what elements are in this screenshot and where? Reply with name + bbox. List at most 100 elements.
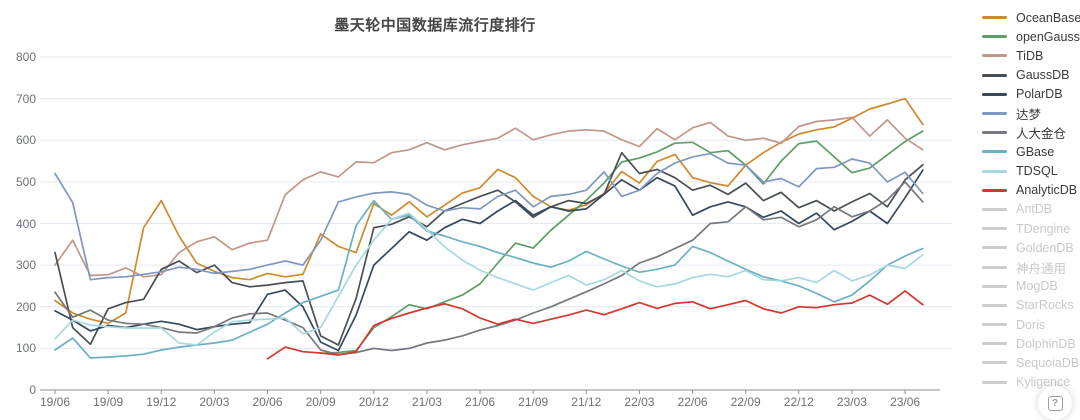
- x-axis-label: 21/12: [571, 395, 602, 409]
- y-axis-label: 100: [15, 341, 36, 356]
- legend-label: PolarDB: [1016, 87, 1063, 102]
- x-axis-label: 20/03: [199, 395, 230, 409]
- x-axis-label: 22/06: [677, 395, 708, 409]
- legend-label: 人大金仓: [1016, 127, 1067, 142]
- legend-item-TDSQL[interactable]: TDSQL: [982, 162, 1080, 181]
- legend-item-MogDB[interactable]: MogDB: [982, 277, 1080, 296]
- legend-swatch: [982, 361, 1007, 365]
- legend-item-达梦[interactable]: 达梦: [982, 104, 1080, 123]
- legend-label: StarRocks: [1016, 298, 1074, 313]
- legend-item-神舟通用[interactable]: 神舟通用: [982, 257, 1080, 276]
- legend-item-GaussDB[interactable]: GaussDB: [982, 66, 1080, 85]
- x-axis-label: 20/09: [305, 395, 336, 409]
- y-axis-label: 200: [15, 299, 36, 314]
- x-axis-label: 21/06: [465, 395, 496, 409]
- chart-title: 墨天轮中国数据库流行度排行: [334, 17, 536, 34]
- x-axis-label: 23/03: [836, 395, 867, 409]
- x-axis-label: 23/06: [890, 395, 921, 409]
- x-axis-label: 20/06: [252, 395, 283, 409]
- legend-swatch: [982, 112, 1007, 116]
- legend-swatch: [982, 35, 1007, 39]
- legend-swatch: [982, 284, 1007, 288]
- legend-item-Doris[interactable]: Doris: [982, 315, 1080, 334]
- legend-swatch: [982, 16, 1007, 20]
- legend-item-SequoiaDB[interactable]: SequoiaDB: [982, 353, 1080, 372]
- series-line-TiDB: [54, 116, 924, 278]
- legend-label: TDSQL: [1016, 164, 1058, 179]
- legend-item-OceanBase[interactable]: OceanBase: [982, 8, 1080, 27]
- legend-item-GoldenDB[interactable]: GoldenDB: [982, 238, 1080, 257]
- series-line-人大金仓: [54, 181, 924, 356]
- legend-label: GaussDB: [1016, 68, 1070, 83]
- legend-label: 达梦: [1016, 108, 1042, 123]
- legend-swatch: [982, 131, 1007, 135]
- legend-item-openGauss[interactable]: openGauss: [982, 27, 1080, 46]
- x-axis-label: 21/09: [518, 395, 549, 409]
- legend-label: 神舟通用: [1016, 261, 1067, 276]
- legend-label: OceanBase: [1016, 10, 1080, 25]
- x-axis-label: 19/12: [146, 395, 177, 409]
- legend-item-AntDB[interactable]: AntDB: [982, 200, 1080, 219]
- legend-label: TDengine: [1016, 221, 1071, 236]
- x-axis-label: 22/12: [783, 395, 814, 409]
- series-line-openGauss: [319, 130, 924, 355]
- y-axis-label: 0: [29, 383, 36, 397]
- legend-swatch: [982, 73, 1007, 77]
- series-line-AnalyticDB: [266, 290, 924, 360]
- legend-label: Kyligence: [1016, 375, 1071, 390]
- legend-swatch: [982, 265, 1007, 269]
- y-axis-label: 400: [15, 216, 36, 231]
- x-axis-label: 19/06: [39, 395, 71, 409]
- legend-swatch: [982, 246, 1007, 250]
- help-icon: ?: [1047, 395, 1063, 411]
- legend-swatch: [982, 303, 1007, 307]
- legend-swatch: [982, 323, 1007, 327]
- legend-swatch: [982, 342, 1007, 346]
- series-line-达梦: [54, 152, 924, 281]
- legend-swatch: [982, 92, 1007, 96]
- legend-item-PolarDB[interactable]: PolarDB: [982, 85, 1080, 104]
- y-axis-label: 300: [15, 258, 36, 273]
- legend-label: GoldenDB: [1016, 240, 1074, 255]
- x-axis-label: 22/09: [730, 395, 761, 409]
- legend-item-Kyligence[interactable]: Kyligence: [982, 373, 1080, 392]
- x-axis-label: 19/09: [93, 395, 124, 409]
- chart-legend: OceanBase openGauss TiDB GaussDB PolarDB 达梦人大…: [982, 8, 1080, 392]
- legend-swatch: [982, 380, 1007, 384]
- y-axis-label: 800: [15, 50, 36, 64]
- series-line-PolarDB: [54, 169, 924, 352]
- legend-label: Doris: [1016, 317, 1046, 332]
- legend-swatch: [982, 54, 1007, 58]
- legend-label: openGauss: [1016, 29, 1080, 44]
- legend-item-TiDB[interactable]: TiDB: [982, 46, 1080, 65]
- legend-item-人大金仓[interactable]: 人大金仓: [982, 123, 1080, 142]
- legend-item-AnalyticDB[interactable]: AnalyticDB: [982, 181, 1080, 200]
- y-axis-label: 600: [15, 133, 36, 148]
- x-axis-label: 20/12: [358, 395, 389, 409]
- y-axis-label: 700: [15, 91, 36, 106]
- legend-label: MogDB: [1016, 279, 1058, 294]
- series-line-GaussDB: [54, 151, 924, 346]
- y-axis-label: 500: [15, 174, 36, 189]
- legend-label: GBase: [1016, 144, 1055, 159]
- series-line-TDSQL: [54, 212, 924, 346]
- help-button[interactable]: ?: [1038, 386, 1072, 420]
- legend-label: SequoiaDB: [1016, 355, 1080, 370]
- legend-label: AntDB: [1016, 202, 1053, 217]
- legend-item-TDengine[interactable]: TDengine: [982, 219, 1080, 238]
- legend-label: AnalyticDB: [1016, 183, 1078, 198]
- legend-swatch: [982, 169, 1007, 173]
- legend-label: DolphinDB: [1016, 336, 1076, 351]
- x-axis-label: 21/03: [411, 395, 442, 409]
- legend-swatch: [982, 207, 1007, 211]
- legend-item-StarRocks[interactable]: StarRocks: [982, 296, 1080, 315]
- series-line-OceanBase: [54, 97, 924, 325]
- legend-swatch: [982, 150, 1007, 154]
- legend-item-DolphinDB[interactable]: DolphinDB: [982, 334, 1080, 353]
- legend-swatch: [982, 227, 1007, 231]
- legend-swatch: [982, 188, 1007, 192]
- x-axis-label: 22/03: [624, 395, 655, 409]
- legend-label: TiDB: [1016, 48, 1044, 63]
- legend-item-GBase[interactable]: GBase: [982, 142, 1080, 161]
